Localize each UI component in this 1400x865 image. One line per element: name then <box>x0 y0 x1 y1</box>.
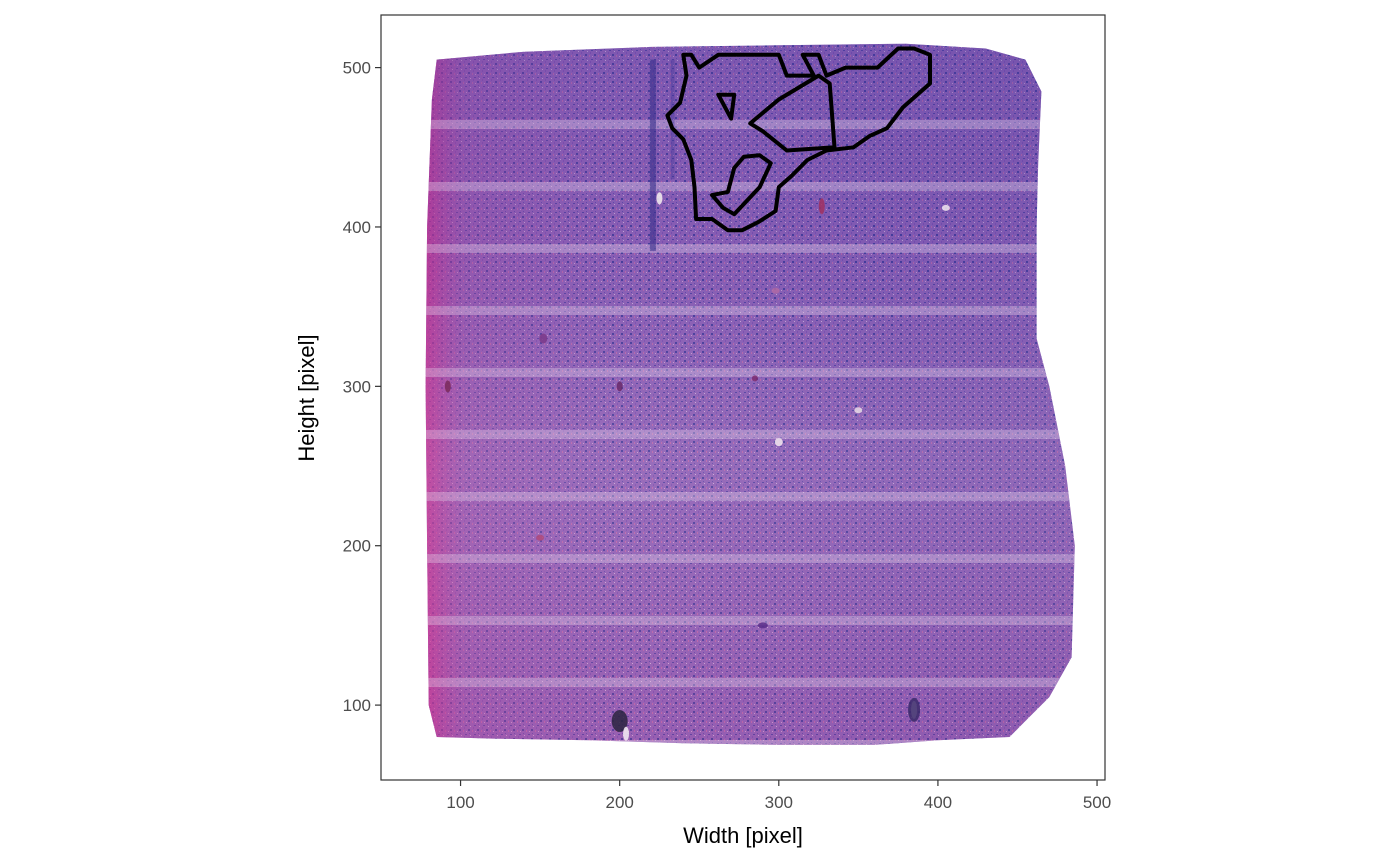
tissue-spot <box>751 375 758 382</box>
tissue-spot <box>611 710 628 733</box>
x-tick-label: 100 <box>446 793 474 812</box>
tissue-spot <box>908 697 921 722</box>
tissue-fold <box>649 59 656 251</box>
tissue-spot <box>616 381 623 392</box>
tissue-spot <box>941 204 950 211</box>
tissue-spot <box>623 726 630 741</box>
tissue-spot <box>536 534 545 541</box>
tissue-spot <box>757 622 768 629</box>
scan-band <box>425 306 1075 315</box>
annotation-outline <box>716 92 737 121</box>
x-axis-title: Width [pixel] <box>683 823 803 848</box>
tissue-spot <box>818 198 825 215</box>
y-tick-label: 400 <box>343 218 371 237</box>
annotation-outline <box>748 73 837 153</box>
tissue-image <box>425 43 1075 745</box>
y-tick-label: 500 <box>343 59 371 78</box>
scan-band <box>425 244 1075 253</box>
annotation-outline <box>665 46 932 233</box>
x-tick-label: 500 <box>1083 793 1111 812</box>
x-axis: 100 200 300 400 500 <box>446 780 1111 812</box>
tissue-spot <box>444 380 451 393</box>
tissue-spot <box>774 438 783 447</box>
tissue-features <box>444 192 950 741</box>
scan-band <box>425 740 1075 745</box>
tissue-spot <box>854 407 863 414</box>
tissue-shading-vertical <box>425 43 1075 745</box>
annotation-outline <box>710 153 773 217</box>
y-tick-label: 200 <box>343 537 371 556</box>
y-axis: 100 200 300 400 500 <box>343 59 381 715</box>
scan-band <box>425 182 1075 191</box>
x-tick-label: 400 <box>924 793 952 812</box>
scan-band <box>425 616 1075 625</box>
scan-band <box>425 368 1075 377</box>
y-tick-label: 300 <box>343 377 371 396</box>
tissue-spot <box>656 192 663 205</box>
y-tick-label: 100 <box>343 696 371 715</box>
annotation-outlines <box>665 46 932 233</box>
y-axis-title: Height [pixel] <box>294 334 319 461</box>
x-tick-label: 200 <box>605 793 633 812</box>
scan-band <box>425 554 1075 563</box>
panel-border <box>380 14 1106 781</box>
scan-band <box>425 492 1075 501</box>
tissue-fold <box>670 59 675 180</box>
tissue-spot <box>771 287 780 294</box>
tissue-spot <box>539 333 548 344</box>
scan-band <box>425 678 1075 687</box>
x-tick-label: 300 <box>765 793 793 812</box>
scan-band <box>425 430 1075 439</box>
